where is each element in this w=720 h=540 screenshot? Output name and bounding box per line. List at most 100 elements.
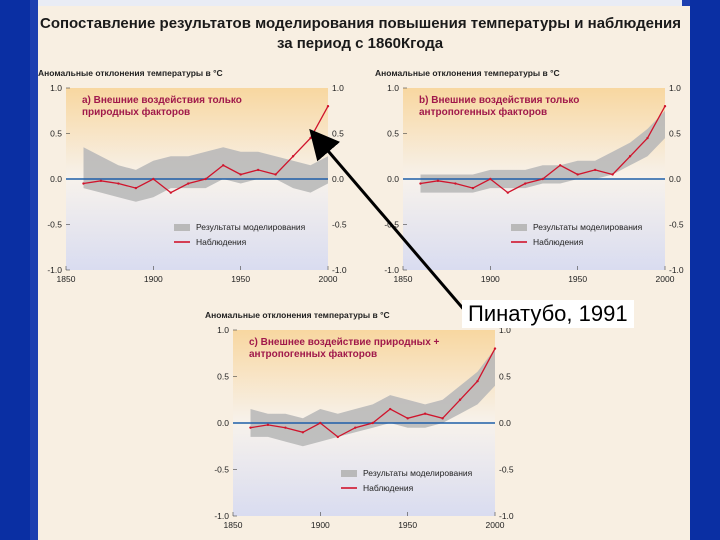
y-tick-left: -1.0 bbox=[47, 265, 62, 275]
observed-point bbox=[441, 417, 444, 420]
observed-point bbox=[423, 412, 427, 415]
observed-point bbox=[266, 423, 270, 427]
observed-point bbox=[222, 164, 225, 167]
y-tick-right: -0.5 bbox=[332, 220, 347, 230]
panel-subtitle: антропогенных факторов bbox=[419, 106, 547, 118]
panel-subtitle: c) Внешнее воздействие природных + bbox=[249, 337, 440, 348]
chart-a: Аномальные отклонения температуры в °С 1.… bbox=[38, 66, 360, 290]
x-tick-label: 1900 bbox=[311, 520, 330, 530]
y-tick-right: 1.0 bbox=[669, 83, 681, 93]
title-line-1: Сопоставление результатов моделирования … bbox=[40, 15, 681, 32]
x-tick-label: 2000 bbox=[486, 520, 505, 530]
chart-svg: Аномальные отклонения температуры в °С 1.… bbox=[38, 68, 347, 284]
model-range-band bbox=[83, 147, 328, 202]
observed-point bbox=[301, 431, 305, 434]
y-tick-left: 0.5 bbox=[217, 372, 229, 382]
figure-title: Сопоставление результатов моделирования … bbox=[40, 14, 681, 54]
y-tick-left: 1.0 bbox=[217, 325, 229, 335]
observed-point bbox=[406, 417, 409, 420]
observed-point bbox=[99, 179, 103, 183]
observed-point bbox=[291, 155, 295, 158]
observed-point bbox=[274, 173, 277, 176]
observed-point bbox=[249, 426, 252, 429]
x-tick-label: 1850 bbox=[224, 520, 243, 530]
legend-label-observed: Наблюдения bbox=[533, 237, 584, 247]
y-tick-left: -1.0 bbox=[384, 265, 399, 275]
observed-point bbox=[134, 186, 138, 190]
pinatubo-annotation: Пинатубо, 1991 bbox=[462, 300, 634, 328]
legend-label-model: Результаты моделирования bbox=[533, 222, 643, 232]
x-tick-label: 2000 bbox=[656, 274, 675, 284]
y-tick-left: -0.5 bbox=[47, 220, 62, 230]
observed-point bbox=[117, 182, 120, 185]
y-tick-right: -0.5 bbox=[499, 465, 514, 475]
y-tick-left: -1.0 bbox=[214, 511, 229, 521]
observed-point bbox=[336, 435, 339, 439]
observed-point bbox=[576, 173, 579, 176]
y-tick-left: 0.5 bbox=[50, 129, 62, 139]
legend-label-model: Результаты моделирования bbox=[363, 468, 473, 478]
observed-point bbox=[187, 182, 190, 185]
y-tick-right: 0.0 bbox=[499, 418, 511, 428]
observed-point bbox=[419, 182, 422, 185]
x-tick-label: 1950 bbox=[568, 274, 587, 284]
legend-swatch-model bbox=[511, 224, 527, 231]
observed-point bbox=[471, 186, 475, 190]
arrow-line bbox=[309, 128, 468, 313]
y-tick-right: 0.5 bbox=[669, 129, 681, 139]
observed-point bbox=[506, 191, 509, 194]
y-tick-left: 0.5 bbox=[387, 129, 399, 139]
x-tick-label: 1850 bbox=[394, 274, 413, 284]
observed-point bbox=[152, 177, 155, 181]
observed-point bbox=[389, 407, 392, 411]
observed-point bbox=[284, 426, 287, 429]
chart-svg: Аномальные отклонения температуры в °С 1.… bbox=[205, 310, 514, 530]
panel-subtitle: b) Внешние воздействия только bbox=[419, 95, 579, 106]
y-tick-right: 0.0 bbox=[669, 174, 681, 184]
legend-swatch-model bbox=[174, 224, 190, 231]
observed-point bbox=[354, 426, 357, 429]
x-tick-label: 1900 bbox=[481, 274, 500, 284]
y-tick-right: 0.0 bbox=[332, 174, 344, 184]
y-tick-right: -1.0 bbox=[499, 511, 514, 521]
observed-point bbox=[559, 164, 562, 167]
y-tick-right: 1.0 bbox=[499, 325, 511, 335]
observed-point bbox=[646, 136, 649, 140]
observed-point bbox=[319, 421, 322, 425]
y-tick-right: -1.0 bbox=[332, 265, 347, 275]
panel-subtitle: природных факторов bbox=[82, 106, 190, 118]
observed-point bbox=[593, 168, 597, 172]
observed-point bbox=[239, 173, 242, 176]
observed-point bbox=[524, 182, 527, 185]
y-axis-label: Аномальные отклонения температуры в °С bbox=[205, 310, 390, 320]
chart-c: Аномальные отклонения температуры в °С 1.… bbox=[205, 308, 527, 536]
y-axis-label: Аномальные отклонения температуры в °С bbox=[38, 68, 223, 78]
observed-point bbox=[169, 191, 172, 194]
panel-subtitle: антропогенных факторов bbox=[249, 348, 377, 360]
observed-point bbox=[541, 177, 544, 181]
observed-point bbox=[493, 347, 497, 350]
chart-b: Аномальные отклонения температуры в °С 1.… bbox=[375, 66, 697, 290]
observed-point bbox=[454, 182, 457, 185]
y-tick-right: -1.0 bbox=[669, 265, 684, 275]
observed-point bbox=[458, 398, 462, 401]
y-tick-left: -0.5 bbox=[214, 465, 229, 475]
observed-point bbox=[628, 155, 632, 158]
title-line-2: за период с 1860Кгода bbox=[276, 35, 444, 52]
legend-label-observed: Наблюдения bbox=[196, 237, 247, 247]
y-tick-left: 0.0 bbox=[50, 174, 62, 184]
observed-point bbox=[82, 182, 85, 185]
y-tick-left: 1.0 bbox=[50, 83, 62, 93]
observed-point bbox=[326, 105, 330, 108]
y-tick-left: 0.0 bbox=[217, 418, 229, 428]
legend-label-model: Результаты моделирования bbox=[196, 222, 306, 232]
y-tick-left: 0.0 bbox=[387, 174, 399, 184]
observed-point bbox=[663, 105, 667, 108]
observed-point bbox=[476, 379, 479, 383]
legend-swatch-model bbox=[341, 470, 357, 477]
x-tick-label: 1850 bbox=[57, 274, 76, 284]
legend-label-observed: Наблюдения bbox=[363, 483, 414, 493]
observed-point bbox=[371, 421, 374, 425]
observed-point bbox=[204, 177, 207, 181]
